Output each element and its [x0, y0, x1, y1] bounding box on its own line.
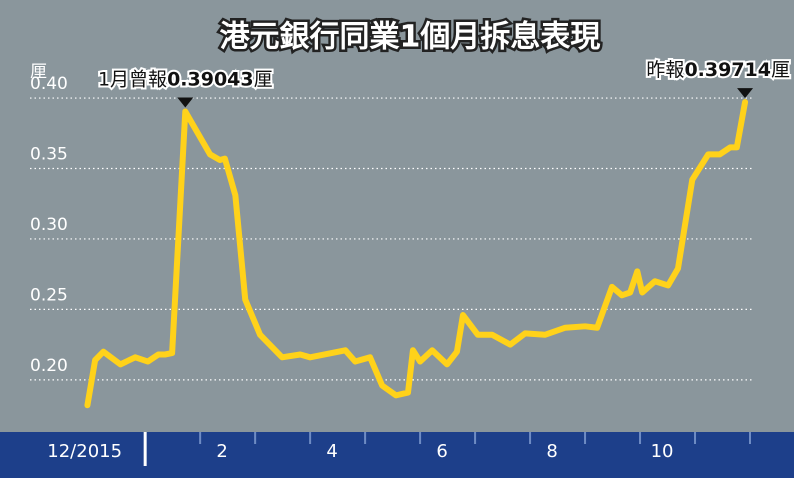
annotation: 昨報0.39714厘 — [646, 59, 790, 81]
x-tick-label: 8 — [546, 441, 557, 462]
annotation-suffix: 厘 — [254, 68, 273, 90]
annotation-prefix: 昨報 — [646, 59, 684, 81]
annotation-pointer — [177, 97, 194, 108]
annotation: 1月曾報0.39043厘 — [98, 68, 273, 90]
annotation-value: 0.39043 — [167, 68, 254, 90]
annotation-pointer — [737, 88, 754, 99]
x-tick-label: 4 — [326, 441, 337, 462]
x-tick-label: 12/2015 — [47, 441, 122, 462]
x-tick-label: 10 — [651, 441, 674, 462]
line — [84, 99, 749, 409]
y-tick-label: 0.40 — [30, 74, 68, 94]
y-tick-label: 0.25 — [30, 285, 68, 305]
y-tick-label: 0.35 — [30, 145, 68, 165]
annotation-value: 0.39714 — [684, 59, 771, 81]
chart-title: 港元銀行同業1個月拆息表現 — [220, 20, 601, 55]
annotation-prefix: 1月曾報 — [98, 68, 167, 90]
y-tick-label: 0.30 — [30, 215, 68, 235]
x-tick-label: 6 — [436, 441, 447, 462]
x-axis-band — [0, 432, 794, 478]
y-unit: 厘 — [30, 62, 47, 82]
x-tick-label: 2 — [216, 441, 227, 462]
y-tick-label: 0.20 — [30, 356, 68, 376]
annotation-suffix: 厘 — [771, 59, 790, 81]
